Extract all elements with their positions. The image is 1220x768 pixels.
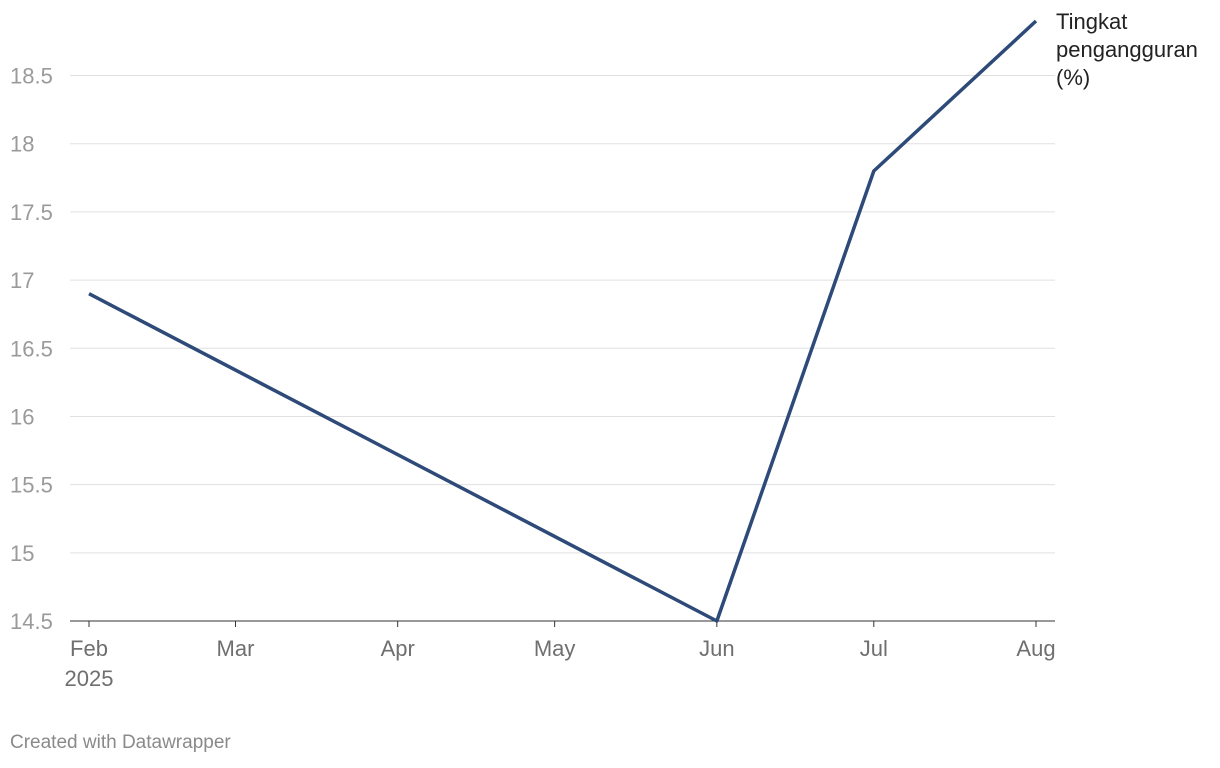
- y-tick-label: 18.5: [10, 64, 53, 89]
- y-tick-label: 17.5: [10, 200, 53, 225]
- x-tick-label: Apr: [381, 636, 415, 661]
- x-tick-label: Jul: [860, 636, 888, 661]
- x-tick-label: Jun: [699, 636, 734, 661]
- x-tick-label: Feb: [70, 636, 108, 661]
- x-tick-label: Aug: [1016, 636, 1055, 661]
- y-tick-label: 15.5: [10, 473, 53, 498]
- footer: Created with Datawrapper: [10, 732, 231, 753]
- x-year-label: 2025: [65, 666, 114, 691]
- y-tick-label: 17: [10, 268, 34, 293]
- series-label: Tingkat pengangguran (%): [1056, 9, 1198, 90]
- y-tick-label: 16: [10, 404, 34, 429]
- x-tick-label: Mar: [217, 636, 255, 661]
- y-tick-label: 14.5: [10, 609, 53, 634]
- y-tick-label: 15: [10, 541, 34, 566]
- y-tick-label: 18: [10, 132, 34, 157]
- x-tick-label: May: [534, 636, 576, 661]
- line: [88, 19, 1038, 623]
- y-tick-label: 16.5: [10, 336, 53, 361]
